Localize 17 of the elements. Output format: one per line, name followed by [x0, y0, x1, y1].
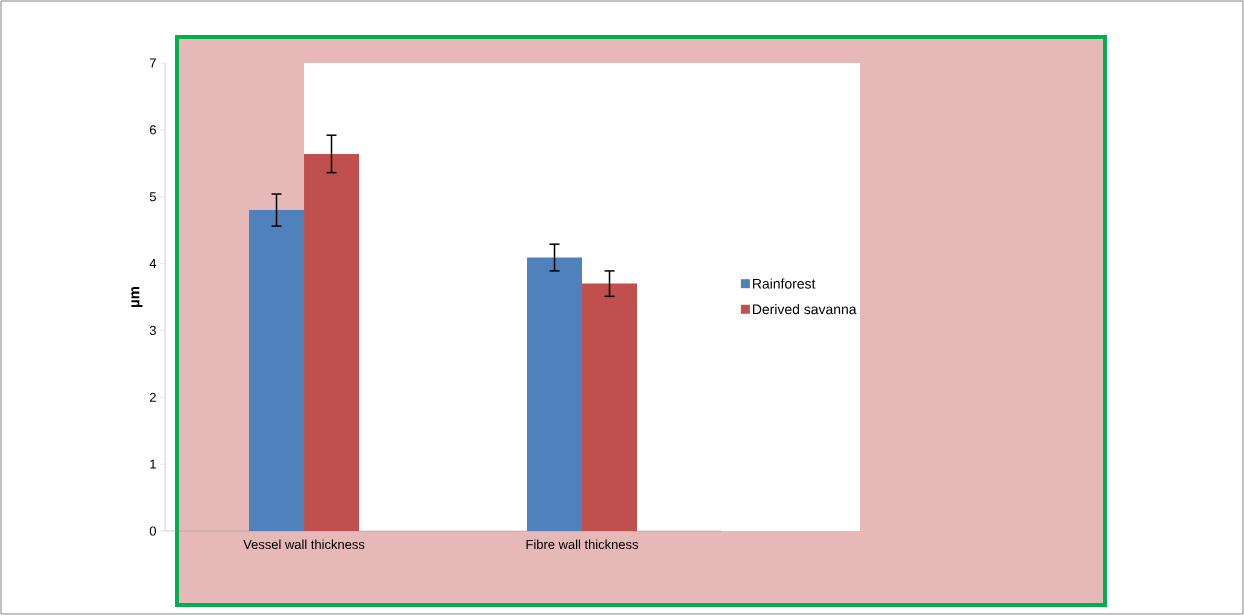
y-tick-label: 0: [149, 526, 156, 536]
bar: [249, 210, 305, 531]
y-tick-label: 7: [149, 58, 156, 68]
y-tick-label: 3: [149, 325, 156, 335]
x-tick-label: Fibre wall thickness: [526, 539, 639, 550]
y-tick-label: 4: [149, 259, 157, 269]
y-tick-label: 6: [149, 125, 156, 135]
bar: [582, 283, 638, 531]
bar: [304, 153, 360, 531]
y-tick-label: 5: [149, 192, 156, 202]
y-tick-label: 2: [149, 392, 156, 402]
y-axis-title: µm: [131, 286, 143, 307]
legend-label: Rainforest: [753, 278, 816, 289]
bar: [527, 257, 583, 531]
x-tick-label: Vessel wall thickness: [243, 539, 365, 550]
y-tick-label: 1: [150, 459, 156, 469]
legend-label: Derived savanna: [753, 303, 857, 315]
